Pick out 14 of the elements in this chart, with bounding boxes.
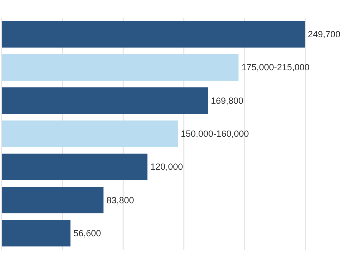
bar xyxy=(2,54,239,81)
bar xyxy=(2,187,104,214)
bar xyxy=(2,220,71,247)
bar xyxy=(2,154,148,180)
bar xyxy=(2,21,306,48)
data-label: 169,800 xyxy=(211,96,244,106)
data-label: 56,600 xyxy=(74,228,102,238)
bar xyxy=(2,120,178,148)
data-label: 249,700 xyxy=(308,30,341,40)
data-label: 175,000-215,000 xyxy=(242,62,310,73)
data-label: 83,800 xyxy=(106,195,134,206)
data-label: 120,000 xyxy=(150,162,184,172)
data-label: 150,000-160,000 xyxy=(181,129,250,139)
bar xyxy=(2,88,208,114)
